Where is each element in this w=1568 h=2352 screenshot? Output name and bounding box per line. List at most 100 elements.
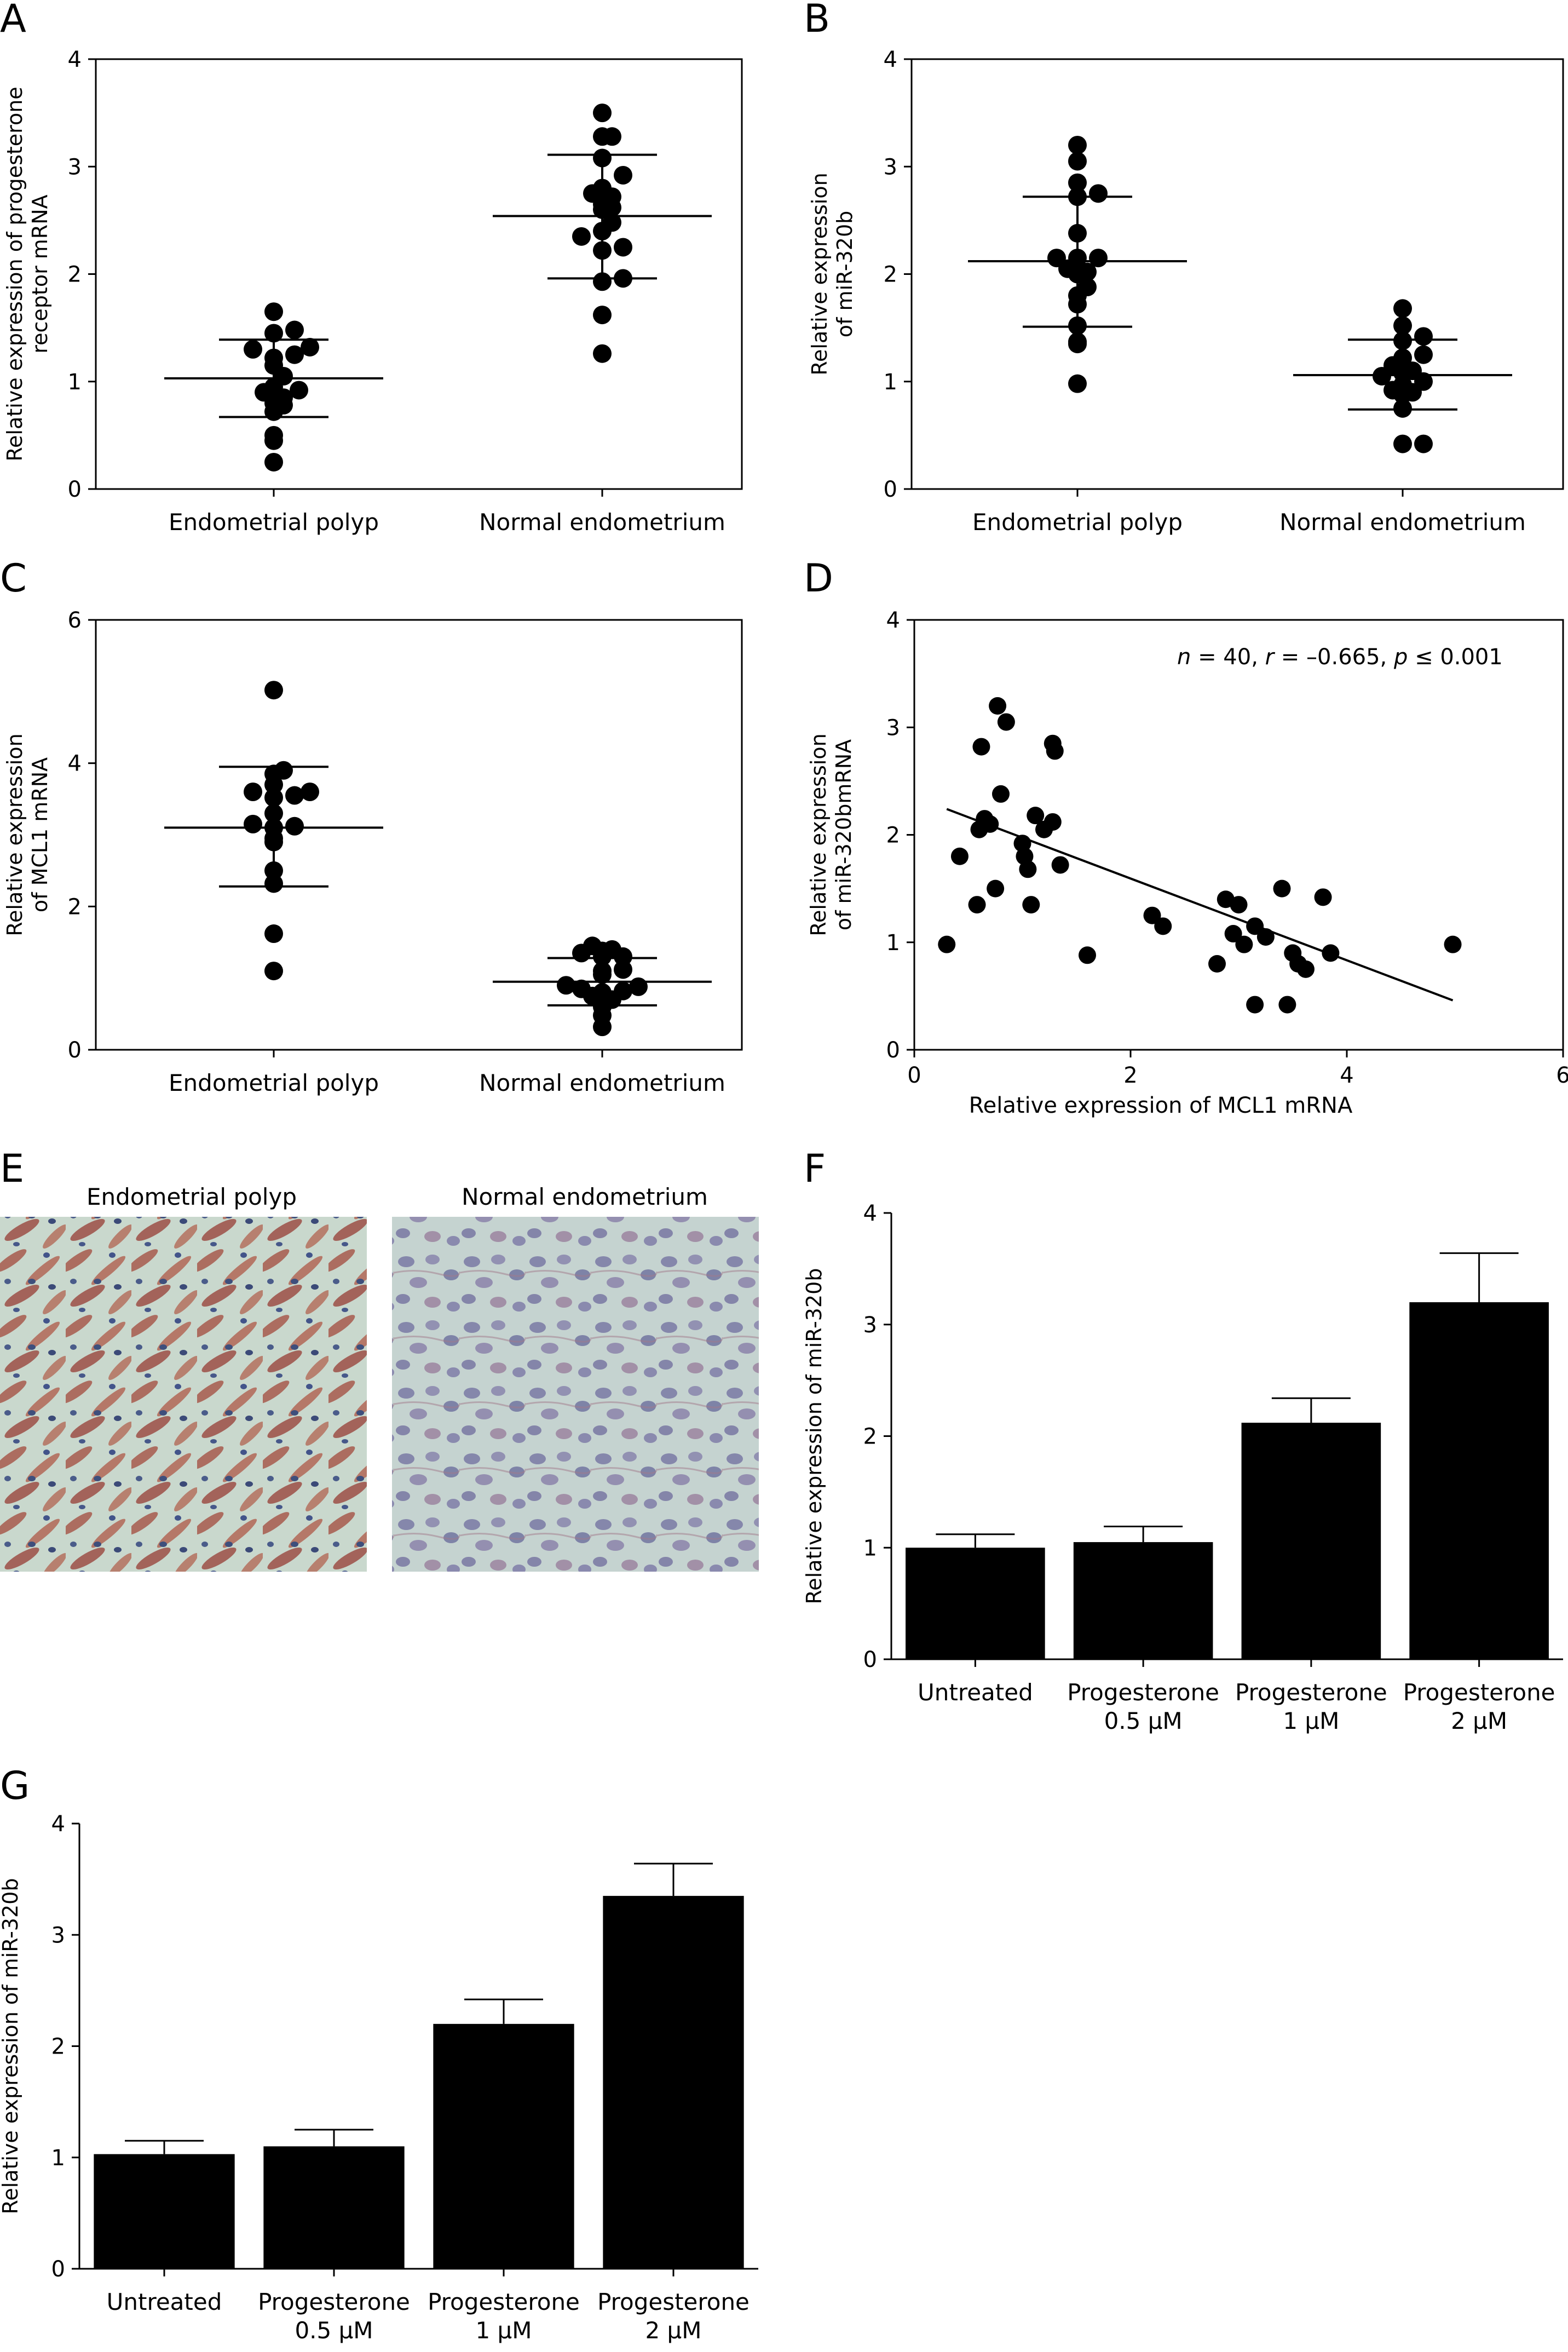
- y-tick-label: 0: [51, 2257, 65, 2282]
- data-point: [989, 697, 1007, 715]
- chart-marks: 0 1 2 3 4 Endometrial polyp Normal endometrium…: [3, 47, 725, 536]
- y-axis-label: of miR-320bmRNA: [832, 739, 856, 930]
- chart-marks: 0 2 4 6 Endometrial polyp Normal endometrium R…: [3, 608, 725, 1096]
- x-category-label: Normal endometrium: [479, 1069, 725, 1096]
- y-tick-label: 1: [68, 370, 82, 395]
- data-point: [1314, 888, 1332, 906]
- data-point: [614, 165, 632, 185]
- y-tick-label: 2: [863, 1424, 877, 1450]
- data-point: [583, 936, 602, 956]
- data-point: [593, 306, 612, 325]
- panel-d-letter: D: [804, 556, 833, 601]
- panel-b-letter: B: [804, 0, 830, 41]
- chart-marks: 0 1 2 3 4 Relative expression of miR-320b Untr…: [0, 1812, 750, 2344]
- y-tick-label: 4: [68, 47, 82, 72]
- stats-annotation-r: r: [1265, 645, 1276, 670]
- y-tick-label: 2: [51, 2034, 65, 2060]
- data-point: [981, 815, 999, 833]
- x-category-label: Progesterone: [428, 2288, 580, 2315]
- y-tick-label: 0: [863, 1647, 877, 1672]
- x-category-label: Progesterone: [1235, 1679, 1387, 1706]
- data-point: [1051, 856, 1069, 874]
- x-category-label: 1 μM: [1283, 1707, 1339, 1734]
- panel-a-letter: A: [0, 0, 26, 41]
- data-point: [987, 879, 1005, 898]
- data-point: [1393, 434, 1412, 453]
- y-tick-label: 4: [886, 608, 900, 633]
- data-point: [301, 783, 319, 801]
- data-point: [593, 344, 612, 363]
- panel-f-letter: F: [804, 1146, 826, 1191]
- y-tick-label: 3: [51, 1923, 65, 1948]
- plot-frame: [95, 58, 743, 490]
- data-point: [1068, 332, 1087, 352]
- x-category-label: 0.5 μM: [1104, 1707, 1183, 1734]
- data-point: [290, 381, 308, 400]
- x-category-label: Progesterone: [1067, 1679, 1219, 1706]
- data-point: [244, 814, 262, 833]
- data-point: [1046, 742, 1064, 760]
- data-point: [1444, 935, 1462, 953]
- data-point: [614, 981, 632, 1000]
- y-axis-label: Relative expression of progesterone: [3, 87, 27, 461]
- plot-frame: [95, 619, 743, 1051]
- micro-label-polyp: Endometrial polyp: [87, 1183, 297, 1210]
- panel-g: G 0 1 2 3 4 Relative expression of miR-320b Un…: [0, 1763, 758, 2344]
- data-point: [1019, 860, 1037, 878]
- data-point: [1068, 173, 1087, 192]
- y-axis-label: Relative expression of miR-320b: [802, 1268, 826, 1605]
- data-point: [1278, 996, 1296, 1014]
- data-point: [1143, 906, 1161, 924]
- y-tick-label: 4: [863, 1201, 877, 1226]
- y-tick-label: 3: [884, 154, 897, 180]
- panel-e-letter: E: [0, 1146, 24, 1191]
- data-point: [264, 324, 283, 343]
- stats-annotation-p-val: ≤ 0.001: [1408, 645, 1502, 670]
- x-category-label: Normal endometrium: [479, 509, 725, 536]
- data-point: [285, 786, 304, 805]
- y-tick-label: 0: [68, 477, 82, 502]
- y-axis-label: Relative expression: [806, 733, 831, 936]
- data-point: [1414, 327, 1433, 346]
- data-point: [1256, 928, 1275, 946]
- x-tick-label: 0: [907, 1063, 921, 1088]
- data-point: [968, 896, 986, 914]
- y-tick-label: 1: [51, 2146, 65, 2171]
- data-point: [603, 127, 621, 146]
- data-point: [1393, 299, 1412, 318]
- y-tick-label: 2: [886, 823, 900, 848]
- y-axis-label: Relative expression: [808, 172, 832, 375]
- x-tick-label: 6: [1556, 1063, 1568, 1088]
- panel-c-letter: C: [0, 556, 27, 601]
- panel-g-letter: G: [0, 1763, 30, 1808]
- data-point: [285, 816, 304, 836]
- y-tick-label: 4: [51, 1812, 65, 1837]
- data-point: [1224, 925, 1242, 943]
- y-tick-label: 3: [886, 715, 900, 740]
- y-tick-label: 4: [68, 751, 82, 777]
- bar: [603, 1896, 744, 2269]
- data-point: [1078, 278, 1097, 297]
- bar: [1073, 1542, 1213, 1659]
- y-tick-label: 6: [68, 608, 82, 633]
- x-axis-label: Relative expression of MCL1 mRNA: [969, 1093, 1353, 1118]
- data-point: [1022, 896, 1040, 914]
- data-point: [1044, 813, 1062, 831]
- data-point: [614, 238, 632, 257]
- data-point: [972, 738, 990, 756]
- data-point: [1047, 249, 1066, 268]
- data-point: [593, 272, 612, 291]
- micro-label-normal: Normal endometrium: [462, 1183, 708, 1210]
- bar: [906, 1548, 1045, 1659]
- micrograph-polyp: [0, 1217, 367, 1572]
- data-point: [1078, 262, 1097, 281]
- data-point: [572, 979, 591, 998]
- data-point: [1208, 955, 1226, 973]
- data-point: [285, 320, 304, 340]
- y-tick-label: 0: [886, 1038, 900, 1063]
- x-category-label: Progesterone: [597, 2288, 750, 2315]
- data-point: [572, 227, 591, 246]
- x-tick-label: 2: [1123, 1063, 1137, 1088]
- stats-annotation-p: p: [1393, 645, 1408, 670]
- y-tick-label: 3: [863, 1313, 877, 1338]
